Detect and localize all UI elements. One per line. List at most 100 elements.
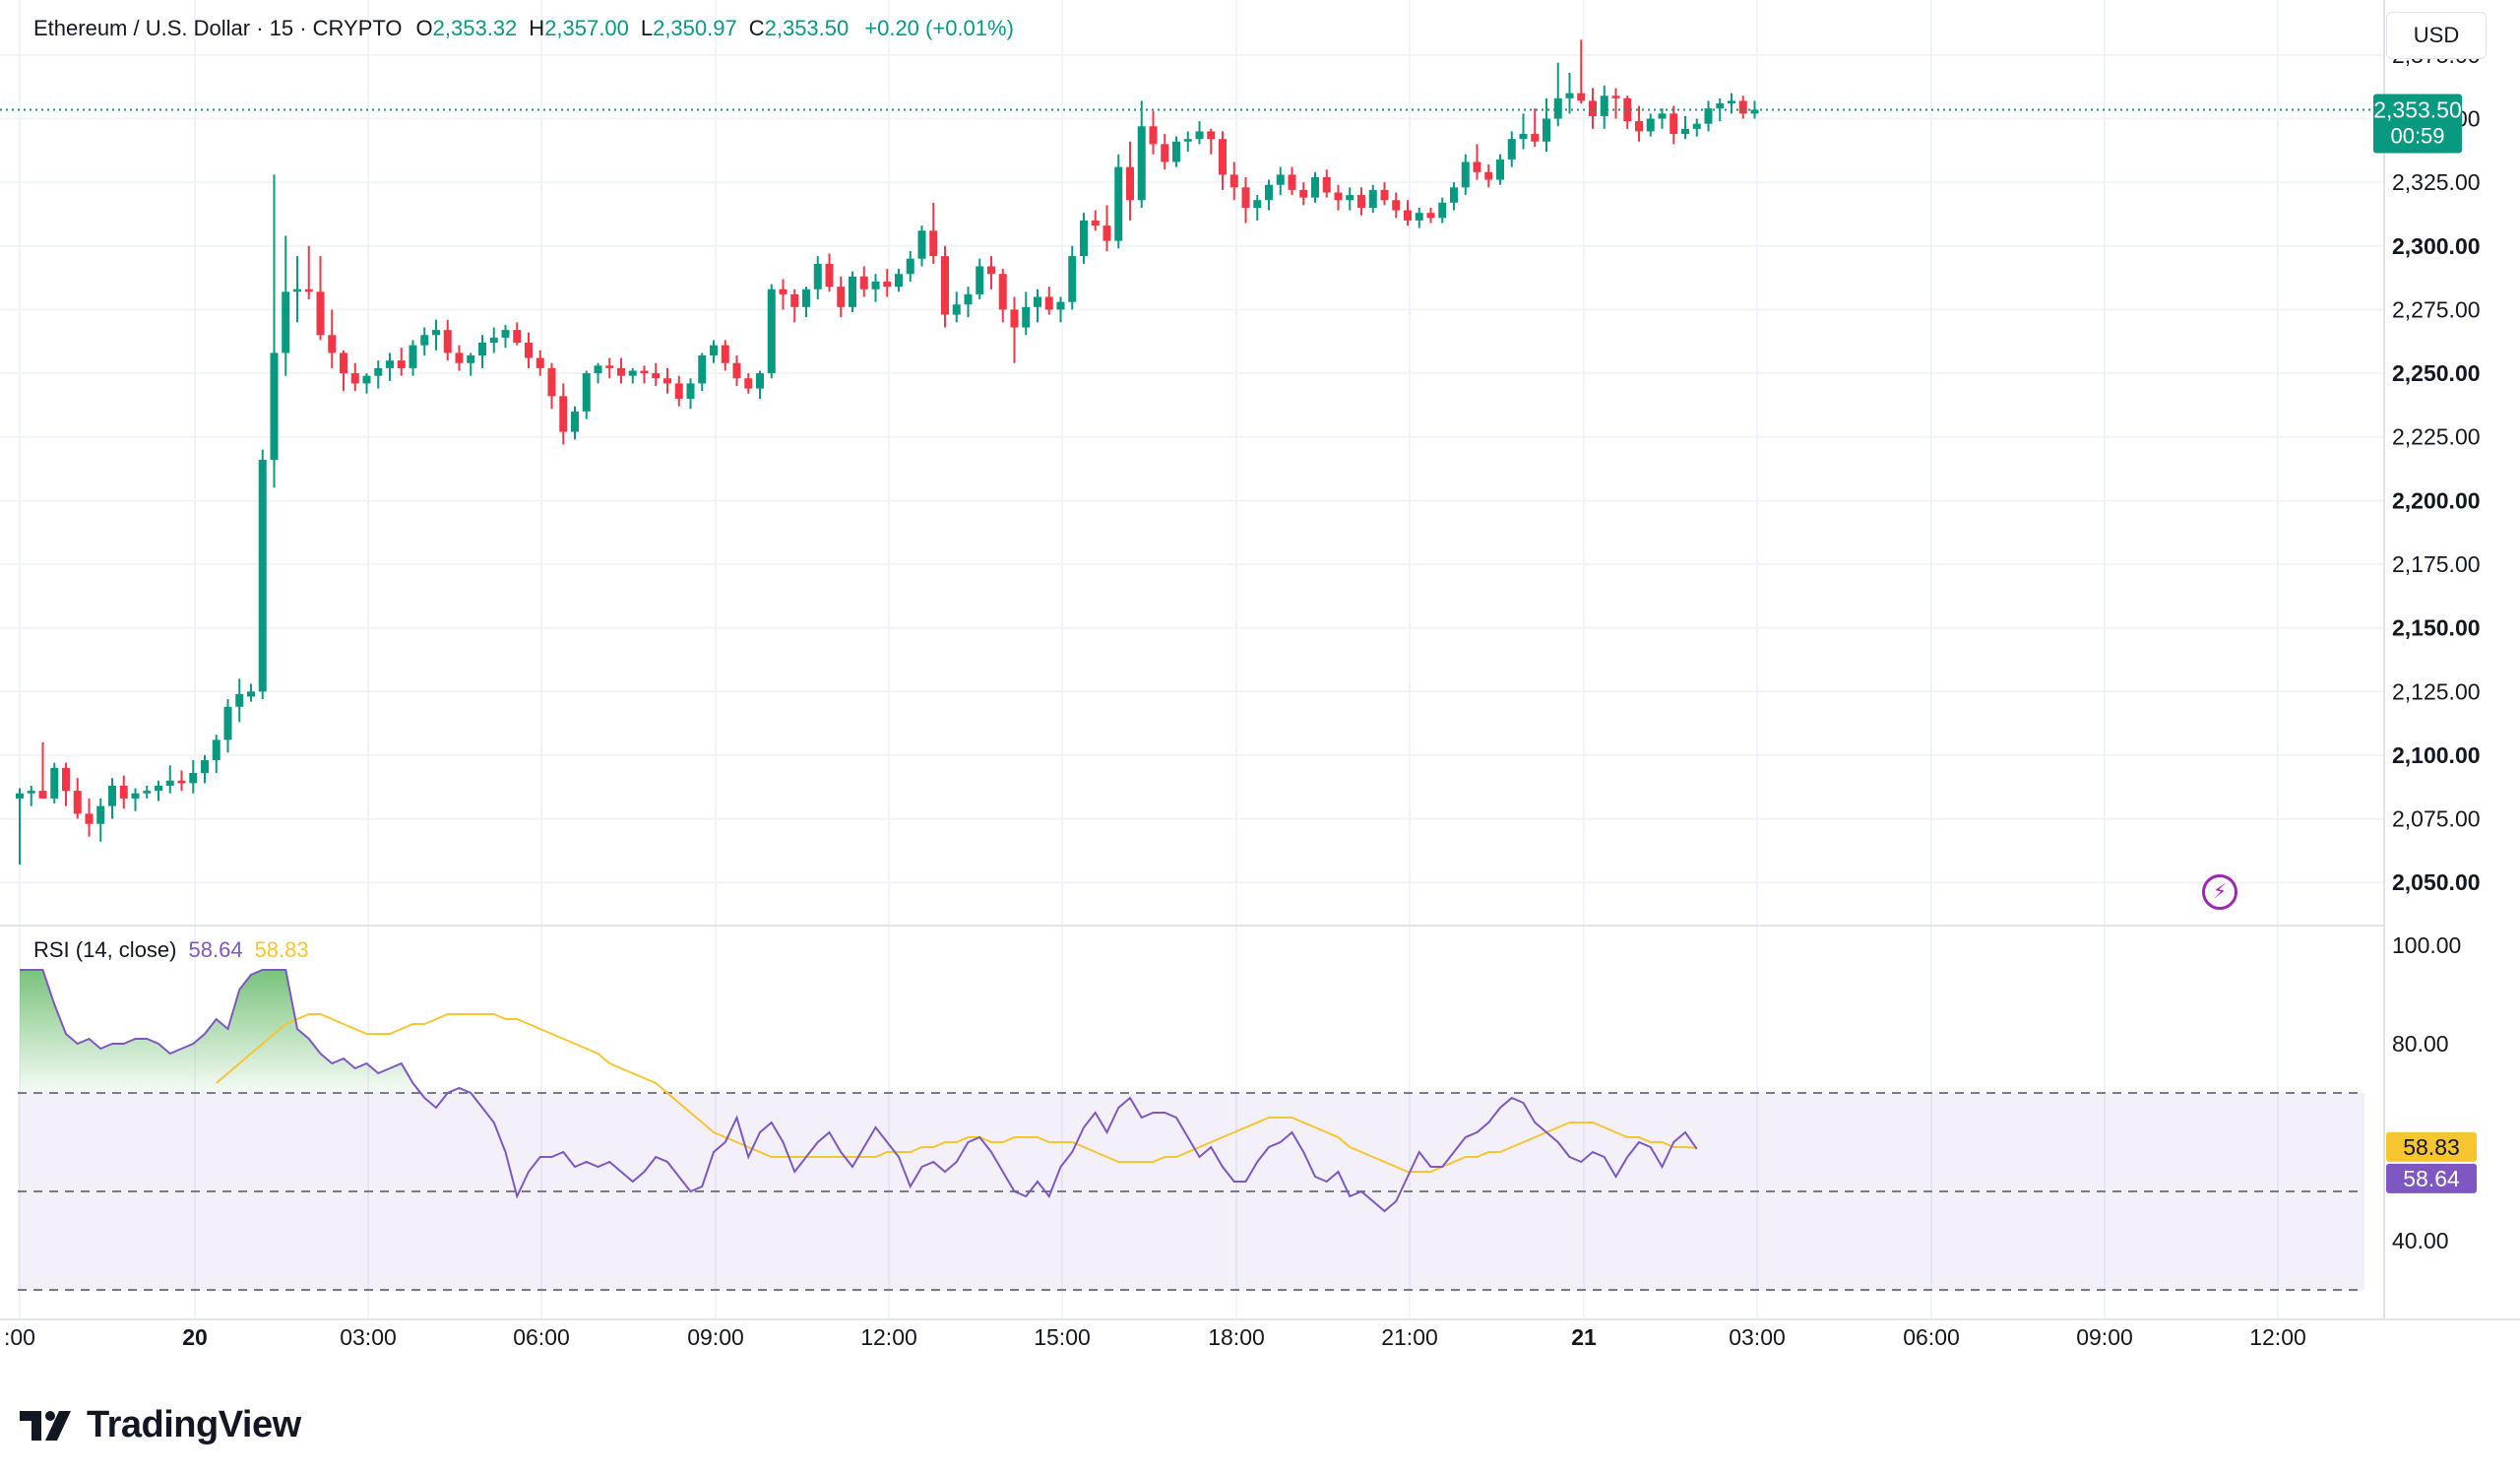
rsi-value-tag-label: 58.64 (2403, 1166, 2460, 1191)
candle-body (1670, 113, 1678, 135)
candle-body (235, 693, 244, 707)
lightning-icon[interactable]: ⚡ (2202, 874, 2237, 910)
y-tick-label: 2,075.00 (2392, 806, 2481, 832)
y-tick-label: 2,200.00 (2392, 487, 2481, 513)
candle-body (1750, 109, 1759, 114)
x-tick-label: 06:00 (513, 1324, 570, 1350)
y-tick-label: 2,175.00 (2392, 551, 2481, 577)
change-value: +0.20 (+0.01%) (864, 16, 1014, 40)
candle-body (1080, 220, 1088, 257)
candle-body (744, 378, 753, 389)
y-tick-label: 2,300.00 (2392, 233, 2481, 259)
candle-body (340, 353, 347, 374)
candle-body (350, 373, 359, 384)
candle-body (293, 289, 301, 292)
candle-body (1322, 176, 1331, 193)
candle-body (883, 281, 892, 288)
candle-body (917, 230, 926, 259)
candle-body (1380, 189, 1389, 201)
candle-body (501, 330, 510, 338)
candle-body (73, 791, 82, 814)
candle-body (1091, 220, 1100, 226)
rsi-tick-label: 40.00 (2392, 1228, 2449, 1253)
candle-body (732, 362, 741, 379)
candle-body (189, 773, 198, 784)
candle-body (38, 791, 47, 799)
candle-body (987, 266, 995, 275)
candle-body (316, 291, 325, 336)
candle-body (756, 373, 764, 389)
candle-body (976, 266, 984, 294)
candle-body (1507, 139, 1516, 160)
candle-body (825, 263, 834, 288)
x-tick-label: 12:00 (860, 1324, 917, 1350)
candle-body (767, 289, 776, 374)
candle-body (455, 353, 464, 363)
tradingview-logo[interactable]: TradingView (20, 1404, 301, 1446)
candle-body (108, 785, 116, 806)
candle-body (1716, 102, 1725, 109)
x-tick-label: 18:00 (1208, 1324, 1265, 1350)
candle-body (1415, 213, 1423, 221)
candle-body (1738, 100, 1747, 114)
rsi-line (20, 969, 1698, 1213)
candle-body (119, 785, 128, 799)
candle-body (1646, 118, 1655, 132)
close-value: 2,353.50 (764, 16, 850, 40)
grid-lines (0, 0, 2520, 1320)
candle-body (559, 396, 568, 432)
y-tick-label: 2,150.00 (2392, 615, 2481, 641)
candle-body (1357, 195, 1365, 208)
candle-body (674, 383, 683, 399)
candle-body (710, 345, 718, 355)
candle-body (1368, 189, 1377, 208)
candle-body (1704, 108, 1713, 124)
x-tick-label: 09:00 (687, 1324, 744, 1350)
rsi-value-tag (2386, 1163, 2477, 1193)
candle-body (1728, 100, 1735, 103)
axes: :00 20 03:00 06:00 09:00 12:00 15:00 18:00 21:00… (4, 42, 2481, 1350)
candle-body (1658, 113, 1667, 119)
x-tick-label: 09:00 (2076, 1324, 2133, 1350)
symbol-legend: Ethereum / U.S. Dollar · 15 · CRYPTO O 2,… (33, 16, 1014, 41)
candle-body (964, 293, 973, 305)
candle-body (941, 256, 949, 315)
candle-body (790, 293, 799, 307)
candle-body (1172, 141, 1180, 162)
candle-body (50, 767, 59, 799)
candle-body (386, 360, 394, 368)
candle-body (1543, 118, 1550, 142)
currency-button[interactable]: USD (2386, 12, 2487, 59)
rsi-tick-label: 80.00 (2392, 1031, 2449, 1057)
low-value: 2,350.97 (653, 16, 737, 40)
candle-body (859, 276, 868, 289)
candle-body (1207, 131, 1216, 140)
rsi-legend: RSI (14, close) 58.64 58.83 (33, 937, 309, 963)
x-tick-label: 03:00 (1729, 1324, 1786, 1350)
y-tick-label: 2,125.00 (2392, 678, 2481, 704)
candle-body (1299, 189, 1308, 198)
tradingview-logo-icon (20, 1410, 71, 1441)
candle-body (1692, 123, 1701, 129)
candle-body (131, 793, 140, 799)
x-tick-label: 20 (182, 1324, 208, 1350)
rsi-tick-label: 100.00 (2392, 932, 2461, 958)
candle-body (212, 739, 220, 761)
candle-body (1589, 100, 1597, 116)
low-label: L (640, 16, 654, 40)
candle-body (1161, 144, 1169, 162)
candle-body (652, 373, 661, 379)
candle-body (1577, 93, 1586, 101)
x-tick-label: 15:00 (1034, 1324, 1091, 1350)
close-label: C (748, 16, 765, 40)
candle-body (1253, 200, 1262, 208)
candle-body (409, 345, 417, 368)
candle-body (1553, 97, 1562, 119)
open-value: 2,353.32 (432, 16, 518, 40)
candle-body (467, 354, 475, 363)
candle-body (1473, 161, 1481, 172)
candle-body (1102, 225, 1111, 241)
rsi-band-fill (18, 970, 2364, 1291)
candle-body (397, 360, 406, 368)
